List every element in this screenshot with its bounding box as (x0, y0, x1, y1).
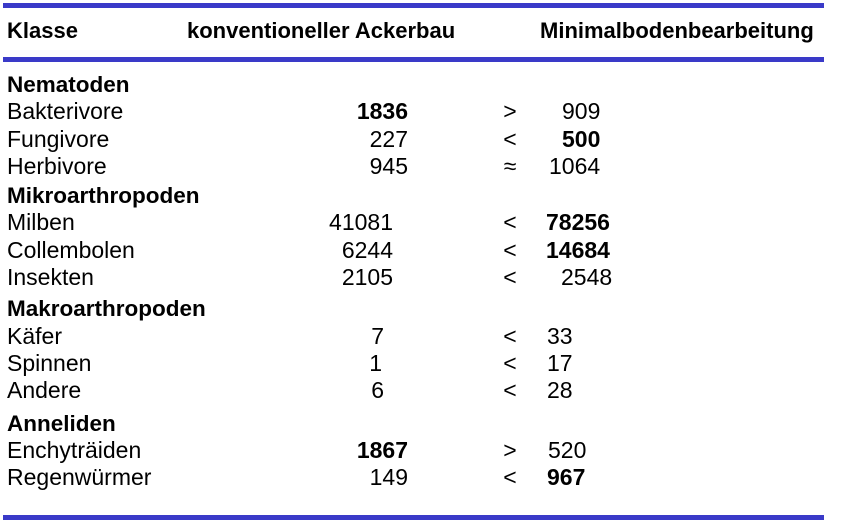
value-conventional: 2105 (341, 264, 393, 291)
value-minimal: 909 (562, 98, 601, 125)
comparison-operator: < (503, 264, 517, 291)
section-label: Makroarthropoden (7, 296, 206, 322)
value-conventional: 1867 (356, 436, 408, 463)
top-rule (3, 3, 824, 8)
section-label: Anneliden (7, 410, 116, 436)
row-label: Milben (7, 209, 75, 236)
section-row: Anneliden (0, 410, 845, 437)
value-conventional: 6 (371, 377, 384, 404)
comparison-operator: < (503, 377, 517, 404)
table-row: Enchyträiden 1867 >520 (0, 437, 845, 464)
header-class: Klasse (7, 18, 78, 43)
value-conventional: 945 (369, 152, 408, 179)
table-row: Andere 6 <28 (0, 377, 845, 404)
row-label: Collembolen (7, 236, 135, 263)
value-conventional: 227 (369, 125, 408, 152)
comparison-operator: > (503, 436, 517, 463)
row-label: Spinnen (7, 349, 92, 376)
comparison-operator: < (503, 236, 517, 263)
bottom-rule (3, 515, 824, 520)
table-row: Milben 41081 <78256 (0, 209, 845, 236)
table-row: Spinnen 1 <17 (0, 350, 845, 377)
section-row: Mikroarthropoden (0, 182, 845, 209)
table-row: Collembolen 6244 <14684 (0, 237, 845, 264)
value-minimal: 520 (548, 436, 587, 463)
table-row: Insekten 2105 <2548 (0, 264, 845, 291)
comparison-operator: < (503, 322, 517, 349)
comparison-operator: < (503, 125, 517, 152)
table-row: Regenwürmer 149 <967 (0, 464, 845, 491)
value-minimal: 1064 (549, 152, 601, 179)
section-label: Nematoden (7, 72, 130, 97)
value-conventional: 1 (369, 349, 382, 376)
table-row: Herbivore 945 ≈1064 (0, 153, 845, 180)
row-label: Käfer (7, 322, 62, 349)
header-rule (3, 57, 824, 62)
comparison-operator: > (503, 98, 517, 125)
value-minimal: 500 (562, 125, 601, 152)
section-label: Mikroarthropoden (7, 183, 200, 209)
value-conventional: 6244 (341, 236, 393, 263)
comparison-operator: < (503, 209, 517, 236)
section-row: Makroarthropoden (0, 295, 845, 322)
row-label: Herbivore (7, 152, 107, 179)
comparison-operator: ≈ (503, 152, 517, 179)
value-conventional: 1836 (356, 98, 408, 125)
row-label: Regenwürmer (7, 464, 152, 491)
value-minimal: 33 (547, 322, 573, 349)
value-minimal: 17 (547, 349, 573, 376)
table-row: Käfer 7 <33 (0, 323, 845, 350)
data-table: Nematoden Bakterivore 1836 >909 Fungivore 227… (0, 71, 845, 491)
row-label: Enchyträiden (7, 436, 142, 463)
header-minimal: Minimalbodenbearbeitung (540, 18, 814, 43)
table-row: Bakterivore 1836 >909 (0, 98, 845, 125)
row-label: Insekten (7, 264, 94, 291)
comparison-operator: < (503, 349, 517, 376)
comparison-operator: < (503, 464, 517, 491)
value-conventional: 41081 (329, 209, 393, 236)
value-minimal: 28 (547, 377, 573, 404)
value-minimal: 14684 (546, 236, 610, 263)
table-row: Fungivore 227 <500 (0, 126, 845, 153)
value-conventional: 149 (369, 464, 408, 491)
row-label: Fungivore (7, 125, 110, 152)
value-minimal: 2548 (561, 264, 613, 291)
row-label: Bakterivore (7, 98, 124, 125)
header-conventional: konventioneller Ackerbau (187, 18, 456, 43)
value-conventional: 7 (371, 322, 384, 349)
value-minimal: 78256 (546, 209, 610, 236)
value-minimal: 967 (547, 464, 586, 491)
section-row: Nematoden (0, 71, 845, 98)
row-label: Andere (7, 377, 82, 404)
